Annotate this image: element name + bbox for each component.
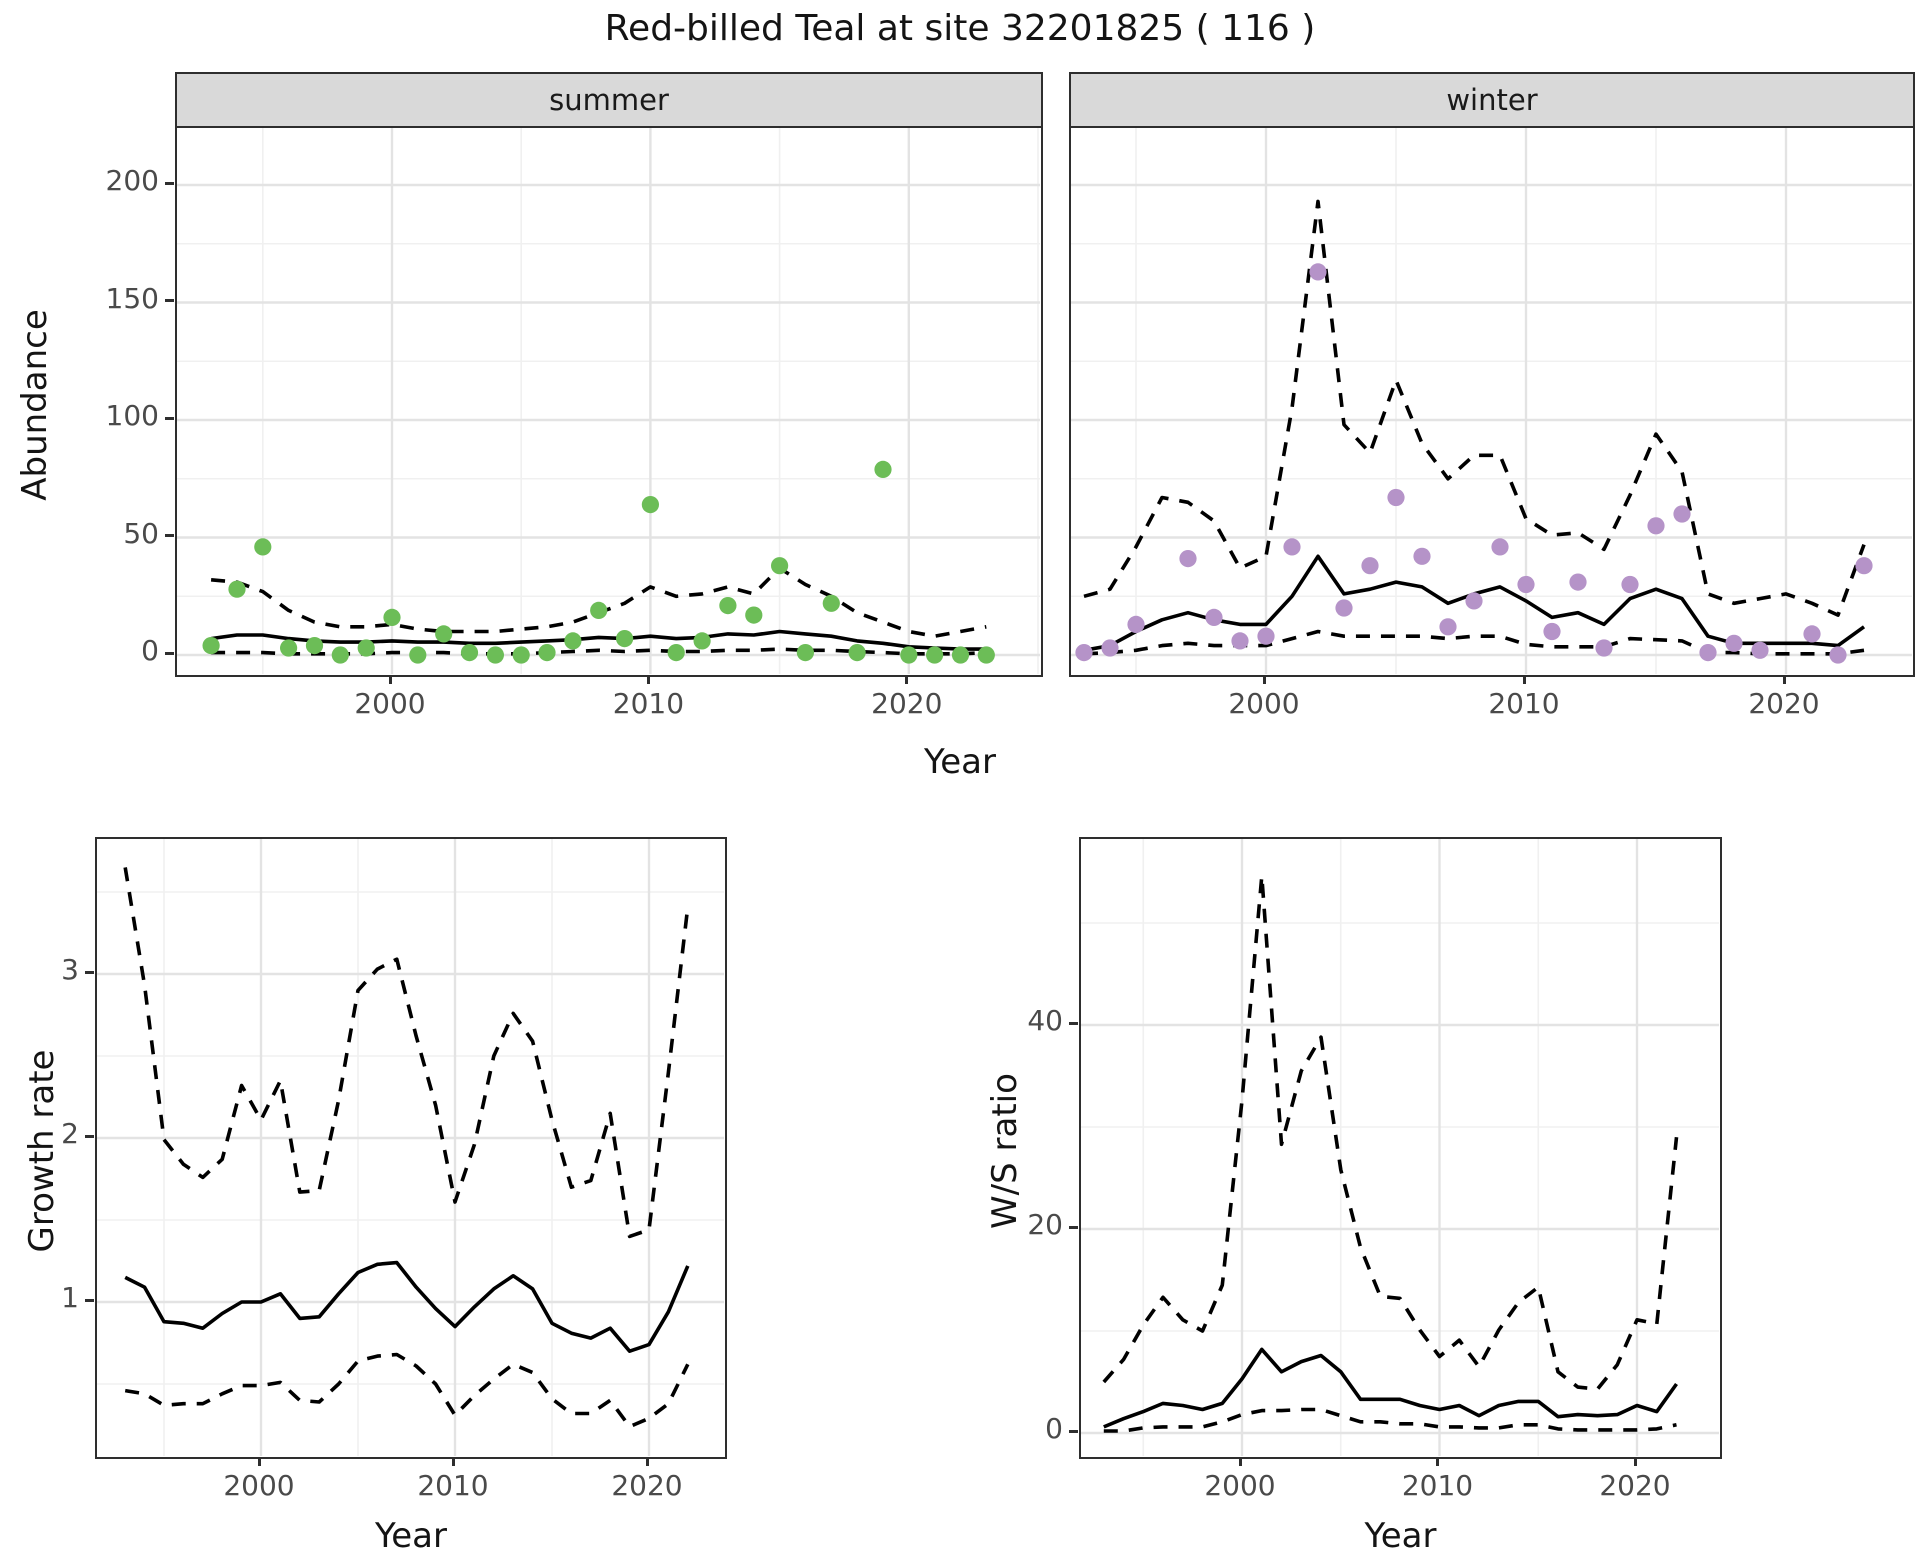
y-tick-label: 0 [141,634,159,667]
x-tick-label: 2010 [1488,687,1560,720]
y-axis-title-abundance: Abundance [15,309,55,501]
axis-tick [165,416,174,420]
axis-tick [165,534,174,537]
abundance-winter-chart [1071,128,1912,674]
axis-tick [85,1298,94,1302]
axis-tick [165,181,174,185]
axis-tick [905,675,909,684]
axis-tick [85,970,94,974]
axis-tick [388,675,392,684]
x-axis-title-year-ws: Year [1364,1516,1437,1556]
x-tick-label: 2020 [1599,1469,1671,1502]
panel-abundance-summer [175,126,1043,677]
y-tick-label: 100 [105,399,159,432]
x-tick-label: 2010 [1401,1469,1474,1502]
axis-tick [645,1457,649,1466]
x-tick-label: 2000 [223,1469,295,1502]
y-tick-label: 1 [61,1281,79,1314]
y-tick-label: 0 [1045,1412,1063,1445]
y-tick-label: 50 [123,516,159,550]
axis-tick [1069,1021,1078,1025]
x-tick-label: 2000 [1204,1469,1276,1502]
panel-growth-rate [95,837,727,1459]
growth-rate-chart [97,839,724,1456]
facet-strip-winter: winter [1069,72,1915,128]
panel-abundance-winter [1069,126,1915,677]
y-tick-label: 150 [105,281,159,315]
axis-tick [1436,1457,1439,1466]
y-axis-title-ws: W/S ratio [985,1073,1025,1229]
x-axis-title-year-top: Year [924,742,996,782]
axis-tick [1633,1457,1637,1466]
axis-tick [1069,1429,1078,1433]
axis-tick [1262,675,1266,684]
y-tick-label: 20 [1027,1208,1063,1241]
panel-ws-ratio [1079,837,1722,1459]
axis-tick [85,1134,94,1138]
axis-tick [165,299,174,302]
plot-title: Red-billed Teal at site 32201825 ( 116 ) [604,8,1316,49]
axis-tick [1782,675,1786,684]
y-tick-label: 2 [61,1117,79,1150]
y-axis-title-growth: Growth rate [22,1049,62,1253]
x-tick-label: 2000 [354,687,426,720]
axis-tick [257,1457,261,1466]
facet-strip-summer: summer [175,72,1043,128]
x-tick-label: 2020 [611,1469,683,1502]
y-tick-label: 3 [61,953,79,986]
abundance-summer-chart [177,128,1040,674]
x-tick-label: 2000 [1228,687,1300,720]
axis-tick [1069,1225,1078,1229]
y-tick-label: 200 [105,164,159,197]
axis-tick [451,1457,455,1466]
axis-tick [1522,675,1526,684]
facet-strip-winter-label: winter [1446,83,1538,117]
facet-strip-summer-label: summer [549,83,669,117]
axis-tick [165,651,174,655]
y-tick-label: 40 [1027,1004,1063,1037]
axis-tick [1238,1457,1242,1466]
x-tick-label: 2020 [871,687,943,720]
x-tick-label: 2010 [612,687,685,720]
x-axis-title-year-growth: Year [375,1516,447,1556]
x-tick-label: 2020 [1748,687,1820,720]
ws-ratio-chart [1081,839,1719,1456]
axis-tick [646,675,650,684]
x-tick-label: 2010 [417,1469,489,1502]
